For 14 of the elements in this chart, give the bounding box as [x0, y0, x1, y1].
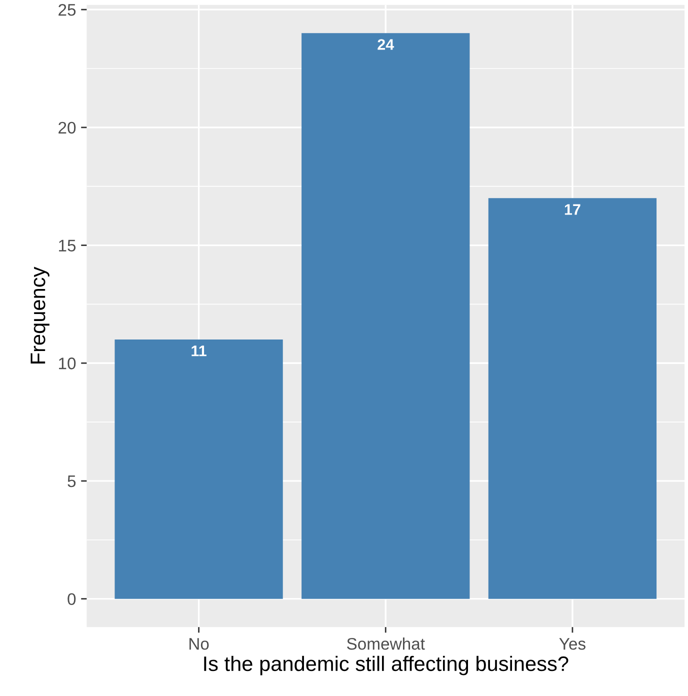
x-tick-label: Yes: [559, 638, 586, 650]
y-tick-label: 5: [68, 476, 76, 488]
y-tick-label: 15: [59, 240, 76, 252]
data-label: 24: [378, 39, 394, 50]
data-label: 17: [564, 204, 580, 215]
y-tick-label: 25: [58, 4, 76, 16]
x-axis-title: Is the pandemic still affecting business?: [204, 656, 568, 676]
data-label: 11: [192, 346, 206, 356]
y-axis-title: Frequency: [30, 266, 50, 364]
x-tick-label: Somewhat: [347, 638, 425, 650]
x-tick-label: No: [190, 638, 209, 650]
y-tick-label: 0: [68, 593, 76, 606]
y-tick-label: 10: [59, 358, 76, 370]
y-tick-label: 20: [58, 122, 76, 134]
